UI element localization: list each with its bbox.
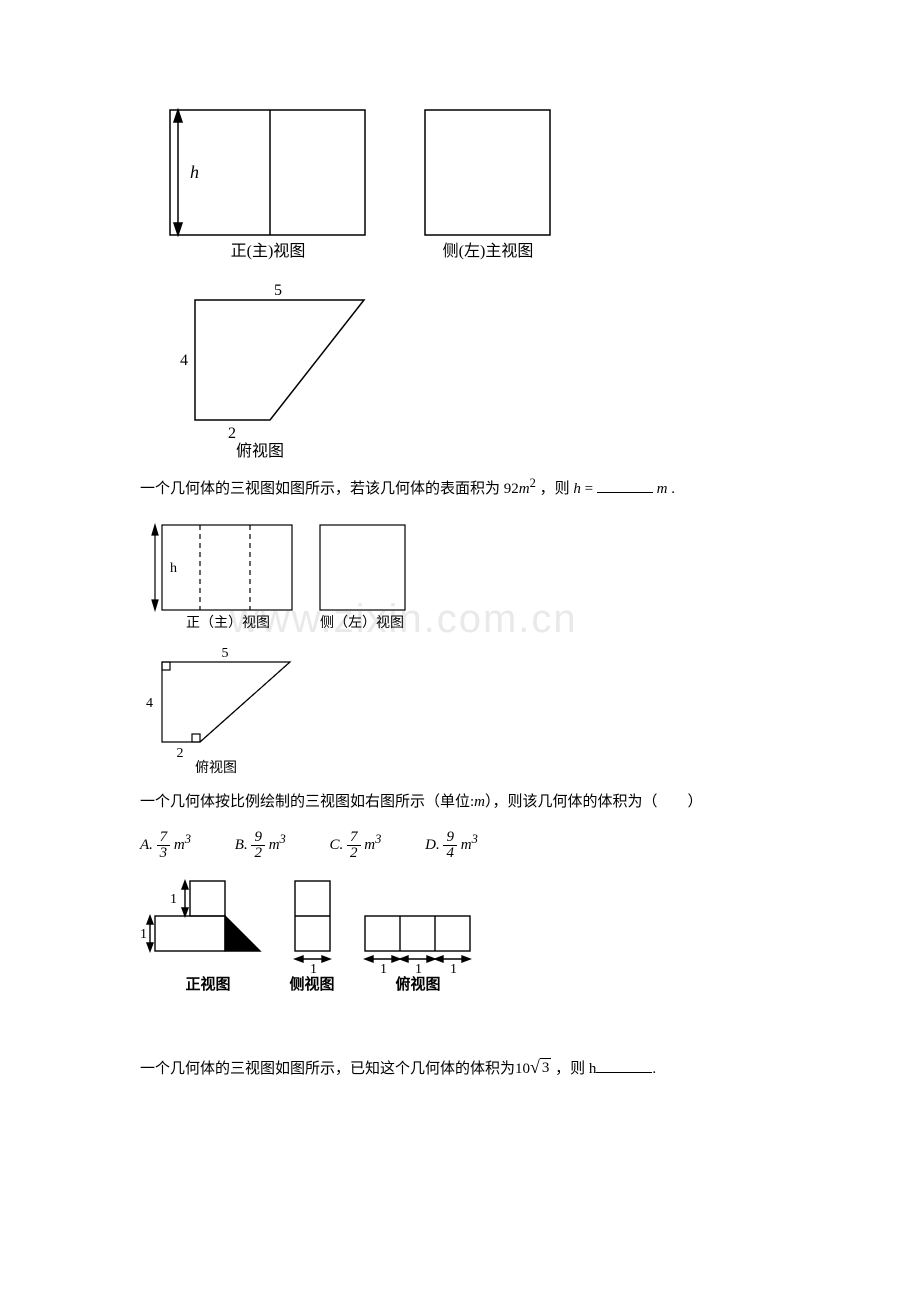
question-3: 一个几何体的三视图如图所示，已知这个几何体的体积为10√3 ，则 h.	[140, 1056, 790, 1083]
question-2: 一个几何体按比例绘制的三视图如右图所示（单位:m），则该几何体的体积为（ ）	[140, 789, 790, 816]
fig1-left-num: 4	[180, 352, 188, 369]
q1-blank	[597, 477, 653, 493]
fig2-left-num: 4	[146, 696, 153, 711]
q2-unit: m	[474, 794, 485, 810]
fig3-1a: 1	[170, 892, 177, 907]
q2-b-exp: 3	[280, 832, 286, 846]
q2-a-unit: m	[174, 837, 185, 853]
q2-b-den: 2	[251, 846, 265, 861]
q1-area-val: 92	[504, 481, 519, 497]
fig1-top-label: 俯视图	[236, 442, 284, 460]
fig2-top-num: 5	[222, 646, 229, 661]
fig2-side-label: 侧（左）视图	[320, 615, 404, 631]
figure-1-svg: 正(主)视图 侧(左)主视图 h 5 4 2 俯视图	[140, 100, 580, 460]
fig1-front-label: 正(主)视图	[231, 242, 306, 260]
q2-a-letter: A	[140, 837, 149, 853]
q1-unit: m	[657, 481, 668, 497]
q2-d-den: 4	[443, 846, 457, 861]
q2-opt-c: C. 72 m3	[330, 830, 382, 861]
figure-1: 正(主)视图 侧(左)主视图 h 5 4 2 俯视图	[140, 100, 790, 460]
q2-a-den: 3	[157, 846, 171, 861]
q2-options: A. 73 m3 B. 92 m3 C. 72 m3 D. 94 m3	[140, 830, 790, 861]
q3-pre: 一个几何体的三视图如图所示，已知这个几何体的体积为	[140, 1061, 515, 1077]
q2-c-exp: 3	[375, 832, 381, 846]
q2-b-num: 9	[251, 830, 265, 846]
question-1: 一个几何体的三视图如图所示，若该几何体的表面积为 92m2 ，则 h = m .	[140, 472, 790, 503]
fig3-1c: 1	[310, 962, 317, 977]
q3-mid: ，则 h	[551, 1061, 596, 1077]
q2-b-unit: m	[269, 837, 280, 853]
q2-a-exp: 3	[185, 832, 191, 846]
fig1-side-label: 侧(左)主视图	[443, 242, 534, 260]
fig1-h-label: h	[190, 162, 199, 182]
fig3-side-label: 侧视图	[289, 975, 334, 993]
q2-d-letter: D	[425, 837, 436, 853]
figure-3-svg: 1 1 1 1 1 1 正视图 侧视图 俯视图	[140, 871, 520, 1021]
q1-eq: =	[581, 481, 597, 497]
fig3-1f: 1	[450, 962, 457, 977]
q2-opt-d: D. 94 m3	[425, 830, 478, 861]
figure-2: www.zixin.com.cn h 正（主）视图 侧（左）视图	[140, 517, 790, 777]
figure-2-svg: h 正（主）视图 侧（左）视图 5 4 2 俯视图	[140, 517, 470, 777]
fig2-front-label: 正（主）视图	[186, 615, 270, 631]
q1-pre: 一个几何体的三视图如图所示，若该几何体的表面积为	[140, 481, 500, 497]
q2-pre: 一个几何体按比例绘制的三视图如右图所示（单位:	[140, 794, 474, 810]
q2-d-exp: 3	[472, 832, 478, 846]
q3-blank	[596, 1057, 652, 1073]
q2-post: ），则该几何体的体积为（ ）	[485, 794, 703, 810]
q3-radicand: 3	[540, 1058, 552, 1077]
q1-area-exp: 2	[530, 476, 536, 490]
q2-d-num: 9	[443, 830, 457, 846]
q2-c-letter: C	[330, 837, 340, 853]
q2-opt-b: B. 92 m3	[235, 830, 286, 861]
q2-d-unit: m	[461, 837, 472, 853]
q3-coef: 10	[515, 1061, 530, 1077]
fig2-h: h	[170, 561, 177, 576]
fig2-top-label: 俯视图	[195, 760, 237, 776]
fig3-1b: 1	[140, 927, 147, 942]
q1-area-unit: m	[519, 481, 530, 497]
fig3-top-label: 俯视图	[395, 975, 440, 993]
fig1-bottom-num: 2	[228, 425, 236, 442]
q1-mid: ，则	[540, 481, 570, 497]
q2-c-num: 7	[347, 830, 361, 846]
q1-tail: .	[667, 481, 675, 497]
figure-3: 1 1 1 1 1 1 正视图 侧视图 俯视图	[140, 871, 790, 1021]
q2-a-num: 7	[157, 830, 171, 846]
q2-opt-a: A. 73 m3	[140, 830, 191, 861]
q3-sqrt: √3	[530, 1058, 551, 1077]
q2-b-letter: B	[235, 837, 244, 853]
q2-c-unit: m	[364, 837, 375, 853]
fig1-top-num: 5	[274, 282, 282, 299]
fig3-1e: 1	[415, 962, 422, 977]
fig3-1d: 1	[380, 962, 387, 977]
q3-tail: .	[652, 1061, 656, 1077]
fig3-front-label: 正视图	[185, 975, 230, 993]
q2-c-den: 2	[347, 846, 361, 861]
q1-var: h	[573, 481, 581, 497]
fig2-bottom-num: 2	[177, 746, 184, 761]
